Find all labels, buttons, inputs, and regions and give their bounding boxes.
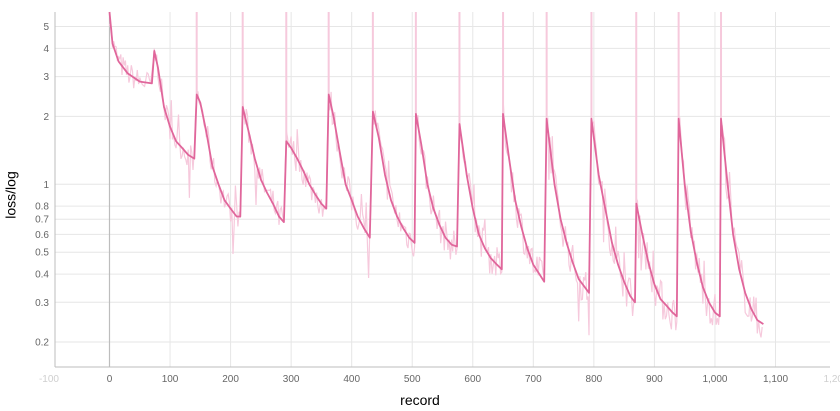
y-tick-label: 0.7	[35, 215, 49, 226]
x-axis-title: record	[400, 392, 440, 408]
y-tick-label: 0.2	[35, 338, 49, 349]
y-tick-label: 0.8	[35, 202, 49, 213]
y-tick-label: 0.4	[35, 270, 49, 281]
y-tick-label: 2	[43, 112, 49, 123]
y-axis-title: loss/log	[3, 171, 19, 219]
x-tick-label: 700	[525, 374, 542, 385]
raw-loss-line	[108, 23, 763, 338]
raw-series	[108, 12, 763, 338]
y-tick-label: 3	[43, 72, 49, 83]
y-tick-label: 0.5	[35, 248, 49, 259]
axes	[54, 12, 830, 368]
x-tick-label: 200	[222, 374, 239, 385]
smoothed-series	[108, 11, 764, 325]
x-tick-label: 300	[283, 374, 300, 385]
x-tick-label: 500	[404, 374, 421, 385]
x-tick-label: 1,100	[763, 374, 788, 385]
x-tick-label: 900	[646, 374, 663, 385]
x-tick-label: 1,000	[702, 374, 727, 385]
x-tick-label: 100	[162, 374, 179, 385]
tick-labels: 0.2 0.3 0.4 0.5 0.6 0.7 0.8 1 2 3 4 5 0 100 200 300 400 5…	[35, 22, 840, 385]
x-tick-label: 800	[586, 374, 603, 385]
x-tick-label: 0	[107, 374, 113, 385]
y-tick-label: 0.3	[35, 298, 49, 309]
y-tick-label: 5	[43, 22, 49, 33]
x-tick-label-faded: 1,200	[824, 374, 840, 385]
smoothed-loss-line	[108, 11, 764, 325]
x-tick-label-faded: -100	[39, 374, 59, 385]
y-tick-label: 0.6	[35, 230, 49, 241]
y-tick-label: 1	[43, 180, 49, 191]
x-tick-label: 600	[464, 374, 481, 385]
y-tick-label: 4	[43, 44, 49, 55]
x-tick-label: 400	[343, 374, 360, 385]
